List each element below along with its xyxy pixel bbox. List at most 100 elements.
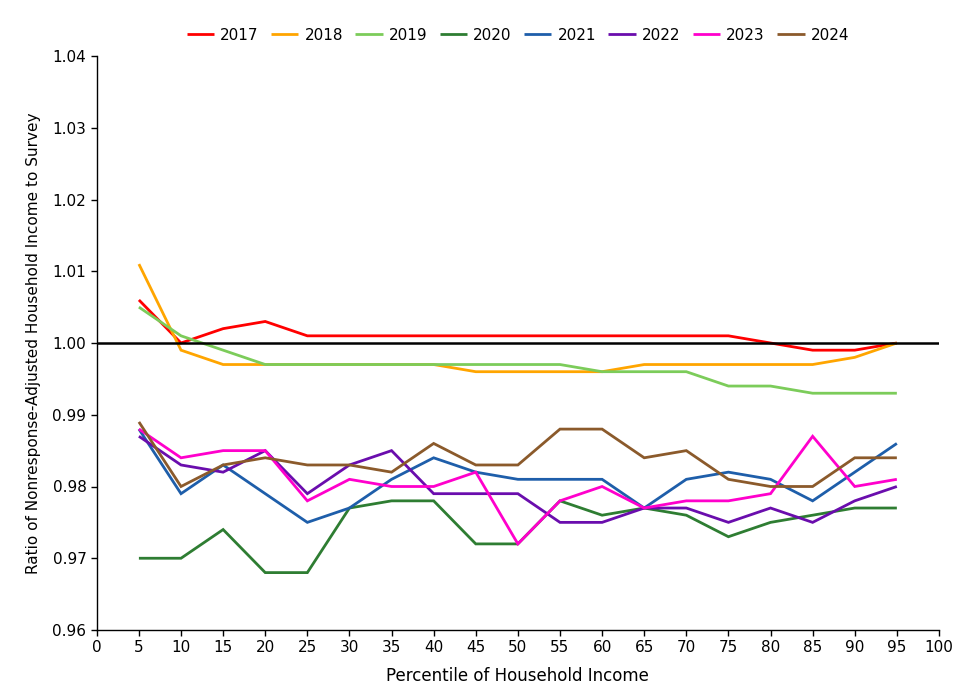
2022: [596, 518, 608, 526]
2018: [681, 360, 692, 369]
2023: [512, 540, 524, 548]
2023: [681, 497, 692, 505]
Line: 2017: 2017: [139, 300, 896, 350]
2018: [469, 368, 481, 376]
2022: [175, 461, 187, 469]
2024: [596, 425, 608, 433]
2017: [469, 332, 481, 340]
2021: [344, 504, 355, 512]
2021: [385, 475, 397, 484]
2018: [175, 346, 187, 354]
2020: [849, 504, 861, 512]
2024: [302, 461, 314, 469]
2023: [259, 447, 271, 455]
2023: [175, 454, 187, 462]
X-axis label: Percentile of Household Income: Percentile of Household Income: [386, 666, 650, 685]
2023: [385, 482, 397, 491]
2023: [344, 475, 355, 484]
2021: [596, 475, 608, 484]
2017: [891, 339, 902, 347]
Line: 2023: 2023: [139, 429, 896, 544]
2023: [891, 475, 902, 484]
2023: [596, 482, 608, 491]
2018: [849, 354, 861, 362]
2018: [722, 360, 734, 369]
2019: [512, 360, 524, 369]
2022: [344, 461, 355, 469]
2020: [596, 511, 608, 519]
2023: [849, 482, 861, 491]
2019: [765, 382, 776, 391]
2023: [554, 497, 565, 505]
2021: [891, 439, 902, 447]
2023: [302, 497, 314, 505]
2020: [554, 497, 565, 505]
2018: [344, 360, 355, 369]
2019: [428, 360, 439, 369]
2019: [849, 389, 861, 398]
2017: [385, 332, 397, 340]
2023: [469, 468, 481, 476]
2019: [175, 332, 187, 340]
2019: [385, 360, 397, 369]
2022: [217, 468, 228, 476]
2020: [891, 504, 902, 512]
2023: [722, 497, 734, 505]
2024: [175, 482, 187, 491]
2022: [259, 447, 271, 455]
2021: [302, 518, 314, 526]
2021: [512, 475, 524, 484]
2023: [765, 489, 776, 498]
2020: [302, 568, 314, 577]
2017: [765, 339, 776, 347]
2021: [722, 468, 734, 476]
2020: [639, 504, 650, 512]
2024: [891, 454, 902, 462]
2022: [134, 432, 145, 440]
2019: [134, 303, 145, 312]
2021: [806, 497, 818, 505]
2022: [806, 518, 818, 526]
Line: 2021: 2021: [139, 429, 896, 522]
2018: [512, 368, 524, 376]
Line: 2018: 2018: [139, 264, 896, 372]
2021: [765, 475, 776, 484]
2018: [428, 360, 439, 369]
2021: [217, 461, 228, 469]
2022: [428, 489, 439, 498]
2022: [765, 504, 776, 512]
2018: [385, 360, 397, 369]
2022: [681, 504, 692, 512]
2020: [385, 497, 397, 505]
2021: [639, 504, 650, 512]
2018: [639, 360, 650, 369]
2018: [806, 360, 818, 369]
2022: [554, 518, 565, 526]
2019: [217, 346, 228, 354]
2020: [469, 540, 481, 548]
2020: [512, 540, 524, 548]
2021: [469, 468, 481, 476]
2019: [469, 360, 481, 369]
2021: [134, 425, 145, 433]
2024: [722, 475, 734, 484]
2018: [554, 368, 565, 376]
Line: 2020: 2020: [139, 501, 896, 573]
Line: 2019: 2019: [139, 307, 896, 393]
2024: [217, 461, 228, 469]
2022: [722, 518, 734, 526]
2024: [385, 468, 397, 476]
2022: [849, 497, 861, 505]
Y-axis label: Ratio of Nonresponse-Adjusted Household Income to Survey: Ratio of Nonresponse-Adjusted Household …: [26, 112, 42, 574]
2019: [259, 360, 271, 369]
2020: [134, 554, 145, 563]
2020: [428, 497, 439, 505]
2024: [259, 454, 271, 462]
2017: [259, 317, 271, 326]
2024: [512, 461, 524, 469]
2017: [722, 332, 734, 340]
2018: [134, 260, 145, 268]
2020: [722, 533, 734, 541]
2017: [554, 332, 565, 340]
2018: [891, 339, 902, 347]
